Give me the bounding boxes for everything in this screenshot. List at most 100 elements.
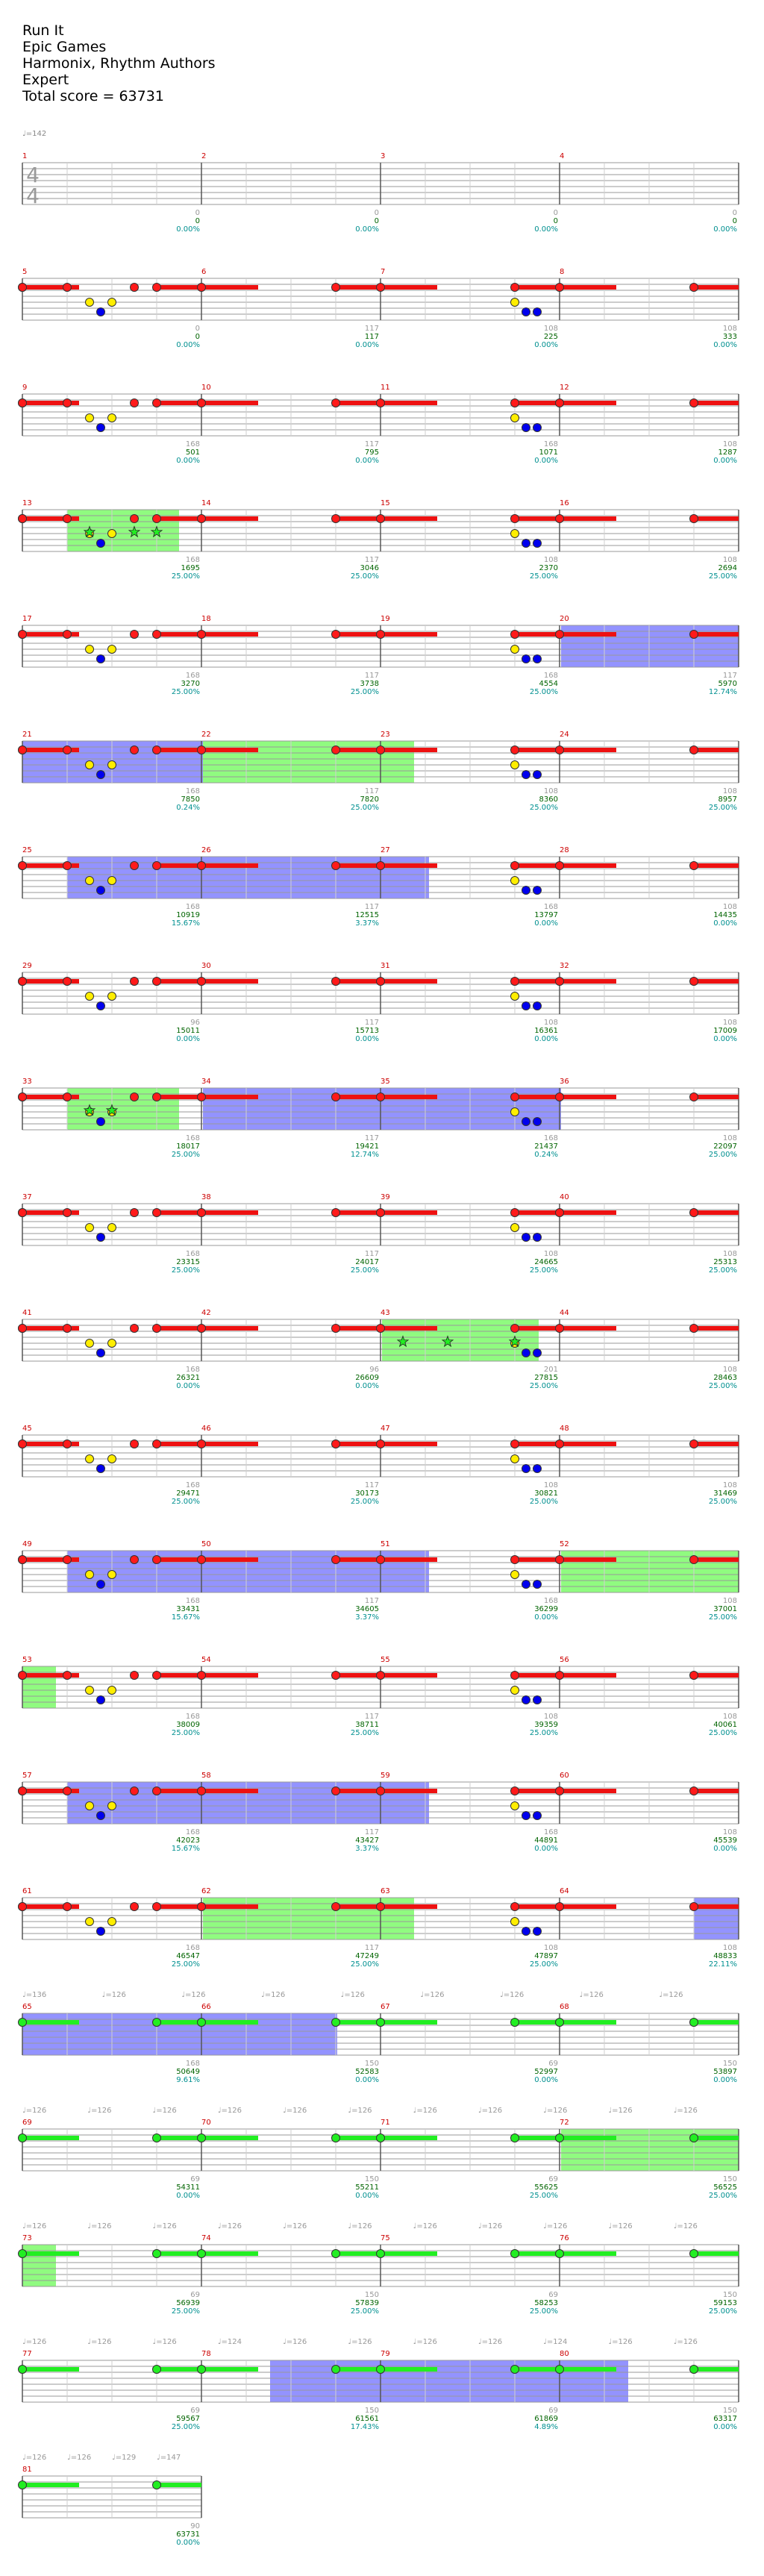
measure-score: 3270 [181,680,200,688]
tempo-marker: ♩=126 [580,1991,604,1999]
note-gem [510,529,519,538]
note-gem [107,1686,116,1695]
measure-score: 12515 [355,911,379,919]
note-gem [510,1208,519,1217]
measure-gap-value: 69 [190,2175,200,2183]
measure-percent: 25.00% [530,572,558,581]
note-gem [533,1580,542,1589]
measure-gap-value: 150 [365,2175,379,2183]
measure-percent: 9.61% [176,2076,200,2084]
note-gem [510,283,519,292]
measure-percent: 12.74% [709,688,737,696]
measure-percent: 25.00% [351,572,379,581]
measure-number: 56 [560,1656,569,1664]
note-gem [130,745,139,754]
note-gem [510,977,519,986]
note-gem [96,423,105,432]
note-gem [555,398,564,407]
note-gem [130,1324,139,1333]
measure-number: 43 [381,1309,390,1317]
note-gem [130,398,139,407]
tempo-marker: ♩=126 [608,2222,632,2230]
measure-percent: 25.00% [172,2423,200,2431]
note-gem [107,1917,116,1926]
measure-score: 23315 [176,1258,200,1266]
measure-percent: 25.00% [709,1613,737,1622]
measure-percent: 25.00% [172,1729,200,1737]
star-icon [105,1104,119,1116]
note-gem [510,1786,519,1795]
measure-gap-value: 150 [723,2060,737,2068]
measure-percent: 25.00% [530,804,558,812]
measure-number: 31 [381,962,390,970]
measure-gap-value: 150 [723,2291,737,2299]
tempo-marker: ♩=126 [413,2107,437,2115]
note-gem [510,1555,519,1564]
measure-percent: 25.00% [709,1382,737,1390]
note-gem [85,760,94,769]
note-gem [130,977,139,986]
note-gem [510,1686,519,1695]
note-gem [63,977,72,986]
note-gem [18,1208,27,1217]
note-gem [689,2249,698,2258]
note-gem [510,861,519,870]
measure-percent: 25.00% [709,2192,737,2200]
measure-score: 57839 [355,2299,379,2307]
measure-number: 73 [22,2234,32,2242]
note-gem [555,630,564,639]
note-gem [107,1454,116,1463]
measure-score: 5970 [718,680,737,688]
note-gem [197,283,206,292]
note-gem [85,298,94,307]
measure-score: 30821 [534,1489,558,1498]
measure-percent: 0.00% [176,341,200,349]
note-gem [331,630,340,639]
tempo-marker: ♩=126 [659,1991,683,1999]
measure-score: 26609 [355,1374,379,1382]
measure-score: 24665 [534,1258,558,1266]
note-gem [197,2133,206,2142]
measure-percent: 0.00% [355,457,379,465]
measure-number: 17 [22,615,32,623]
note-gem [555,1092,564,1101]
note-gem [331,1439,340,1448]
note-gem [96,1348,105,1357]
measure-score: 795 [365,448,379,457]
note-gem [510,1671,519,1680]
note-gem [533,1001,542,1010]
measure-score: 47897 [534,1952,558,1960]
note-gem [85,876,94,885]
note-gem [376,745,385,754]
note-gem [522,886,530,895]
measure-percent: 25.00% [172,2307,200,2316]
note-gem [96,770,105,779]
measure-score: 63731 [176,2530,200,2539]
measure-gap-value: 168 [186,556,200,564]
note-gem [510,630,519,639]
measure-number: 74 [201,2234,211,2242]
tempo-marker: ♩=126 [87,2338,111,2346]
measure-number: 10 [201,384,211,392]
note-gem [510,1107,519,1116]
measure-score: 31469 [713,1489,737,1498]
measure-gap-value: 90 [190,2522,200,2530]
note-gem [152,2480,161,2489]
note-gem [197,1092,206,1101]
measure-number: 65 [22,2003,32,2011]
measure-number: 81 [22,2466,32,2474]
measure-score: 39359 [534,1721,558,1729]
measure-percent: 25.00% [530,2307,558,2316]
measure-score: 14435 [713,911,737,919]
time-signature-top: 4 [26,163,40,187]
tempo-marker: ♩=126 [674,2338,698,2346]
note-gem [522,423,530,432]
measure-gap-value: 108 [544,1944,558,1952]
note-gem [510,298,519,307]
measure-percent: 0.00% [713,225,737,234]
measure-gap-value: 117 [365,903,379,911]
note-gem [96,886,105,895]
note-gem [522,1348,530,1357]
note-gem [85,992,94,1001]
